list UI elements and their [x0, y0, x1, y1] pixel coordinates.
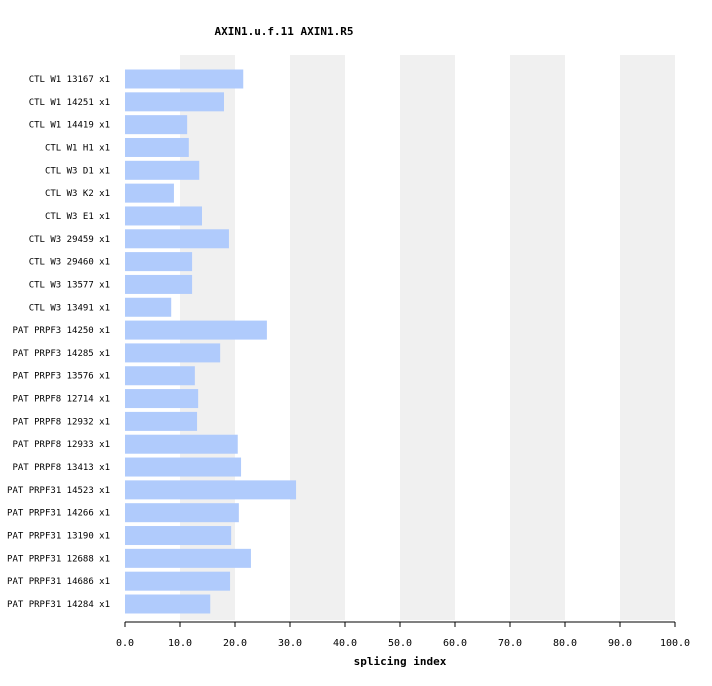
x-tick-label: 80.0	[553, 638, 577, 649]
category-label: CTL W1 H1 x1	[45, 143, 110, 153]
category-label: PAT PRPF31 14523 x1	[7, 486, 110, 496]
category-label: PAT PRPF31 14284 x1	[7, 600, 110, 610]
category-label: PAT PRPF31 13190 x1	[7, 532, 110, 542]
bar	[125, 343, 221, 363]
category-label: PAT PRPF3 14285 x1	[12, 349, 110, 359]
x-tick-label: 20.0	[223, 638, 247, 649]
category-label: CTL W1 13167 x1	[29, 75, 110, 85]
x-tick-label: 40.0	[333, 638, 357, 649]
category-labels: CTL W1 13167 x1 CTL W1 14251 x1 CTL W1 144…	[7, 75, 110, 610]
bar	[125, 137, 189, 157]
category-label: CTL W3 13491 x1	[29, 303, 110, 313]
bar	[125, 571, 231, 591]
x-axis: 0.0 10.0 20.0 30.0 40.0 50.0 60.0 70.0 80.0 90.0 1…	[116, 621, 690, 649]
category-label: CTL W3 K2 x1	[45, 189, 110, 199]
grid-band	[510, 55, 565, 620]
category-label: PAT PRPF8 12714 x1	[12, 395, 110, 405]
bar	[125, 594, 211, 614]
bar	[125, 229, 229, 249]
bar	[125, 206, 202, 226]
bar	[125, 297, 172, 317]
bar	[125, 92, 224, 112]
bar	[125, 320, 267, 340]
x-tick-label: 70.0	[498, 638, 522, 649]
category-label: PAT PRPF8 12933 x1	[12, 440, 110, 450]
category-label: CTL W1 14251 x1	[29, 98, 110, 108]
x-axis-label: splicing index	[354, 655, 447, 668]
bar	[125, 115, 188, 135]
category-label: CTL W3 E1 x1	[45, 212, 110, 222]
category-label: PAT PRPF31 14686 x1	[7, 577, 110, 587]
grid-bands	[180, 55, 675, 620]
bar	[125, 69, 244, 89]
bar	[125, 526, 232, 546]
category-label: PAT PRPF8 12932 x1	[12, 417, 110, 427]
category-label: PAT PRPF3 14250 x1	[12, 326, 110, 336]
bar	[125, 480, 297, 500]
bar	[125, 503, 239, 523]
x-tick-label: 100.0	[660, 638, 690, 649]
category-label: CTL W3 29459 x1	[29, 235, 110, 245]
bar	[125, 548, 251, 568]
bar	[125, 457, 242, 477]
x-tick-label: 0.0	[116, 638, 134, 649]
x-tick-label: 60.0	[443, 638, 467, 649]
bar	[125, 434, 238, 454]
bar	[125, 252, 193, 272]
bar	[125, 160, 200, 180]
grid-band	[620, 55, 675, 620]
x-tick-label: 90.0	[608, 638, 632, 649]
bar	[125, 389, 199, 409]
x-tick-label: 10.0	[168, 638, 192, 649]
category-label: PAT PRPF8 13413 x1	[12, 463, 110, 473]
category-label: PAT PRPF31 14266 x1	[7, 509, 110, 519]
chart-title: AXIN1.u.f.11 AXIN1.R5	[214, 25, 353, 38]
category-label: CTL W3 13577 x1	[29, 280, 110, 290]
bar	[125, 411, 198, 431]
category-label: PAT PRPF3 13576 x1	[12, 372, 110, 382]
category-label: CTL W3 29460 x1	[29, 258, 110, 268]
bar	[125, 274, 193, 294]
grid-band	[290, 55, 345, 620]
bars	[125, 69, 297, 614]
bar	[125, 183, 174, 203]
bar	[125, 366, 195, 386]
x-tick-label: 30.0	[278, 638, 302, 649]
category-label: CTL W3 D1 x1	[45, 166, 110, 176]
category-label: CTL W1 14419 x1	[29, 121, 110, 131]
category-label: PAT PRPF31 12688 x1	[7, 554, 110, 564]
grid-band	[400, 55, 455, 620]
x-tick-label: 50.0	[388, 638, 412, 649]
